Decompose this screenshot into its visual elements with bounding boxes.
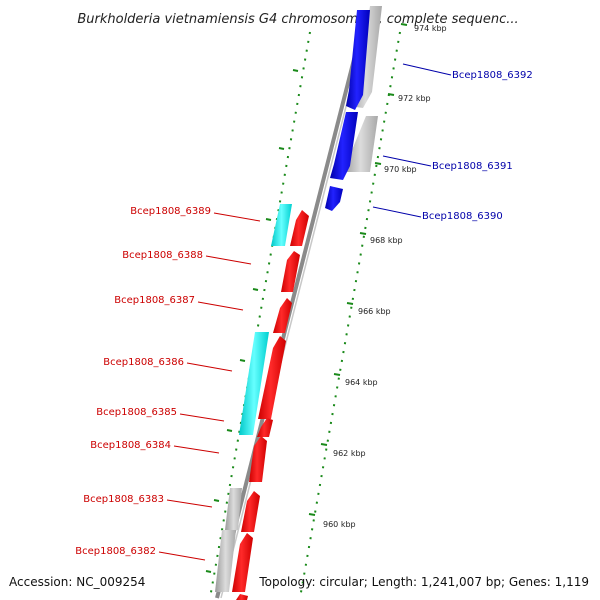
- gene-label-6385[interactable]: Bcep1808_6385: [96, 407, 177, 418]
- gene-arrow-6382[interactable]: [232, 533, 253, 592]
- tick-label: 974 kbp: [414, 24, 447, 33]
- gene-label-6387[interactable]: Bcep1808_6387: [114, 295, 195, 306]
- feature-cyan-2[interactable]: [239, 332, 269, 435]
- gene-label-6389[interactable]: Bcep1808_6389: [130, 206, 211, 217]
- gene-label-6388[interactable]: Bcep1808_6388: [122, 250, 203, 261]
- gene-label-6383[interactable]: Bcep1808_6383: [83, 494, 164, 505]
- gene-arrow-6390[interactable]: [325, 186, 343, 211]
- gene-arrow-6392[interactable]: [346, 10, 370, 110]
- feature-grey-bottom[interactable]: [215, 530, 236, 592]
- outer-tick-ring: [299, 31, 401, 599]
- gene-arrow-6389[interactable]: [290, 210, 309, 246]
- gene-arrow-partial[interactable]: [236, 594, 248, 600]
- tick-label: 960 kbp: [323, 520, 356, 529]
- map-title: Burkholderia vietnamiensis G4 chromosome…: [77, 12, 518, 27]
- gene-arrow-6385[interactable]: [257, 418, 273, 437]
- tick-label: 962 kbp: [333, 449, 366, 458]
- scale-ticks: 974 kbp 972 kbp 970 kbp 968 kbp 966 kbp …: [205, 23, 447, 573]
- gene-arrow-6387[interactable]: [273, 298, 292, 333]
- tick-label: 970 kbp: [384, 165, 417, 174]
- gene-arrow-6388[interactable]: [281, 251, 300, 292]
- gene-arrow-6383[interactable]: [241, 491, 260, 532]
- feature-track: [215, 6, 382, 600]
- gene-label-6384[interactable]: Bcep1808_6384: [90, 440, 171, 451]
- label-connectors: [158, 63, 452, 561]
- inner-tick-ring: [209, 31, 311, 599]
- feature-cyan-1[interactable]: [271, 204, 292, 246]
- gene-arrow-6391[interactable]: [330, 112, 358, 180]
- gene-label-6382[interactable]: Bcep1808_6382: [75, 546, 156, 557]
- gene-label-6390[interactable]: Bcep1808_6390: [422, 211, 503, 222]
- gene-arrow-6384[interactable]: [249, 436, 267, 482]
- tick-label: 964 kbp: [345, 378, 378, 387]
- gene-label-6391[interactable]: Bcep1808_6391: [432, 161, 513, 172]
- gene-arrow-6386[interactable]: [258, 336, 286, 419]
- feature-grey-mid[interactable]: [343, 116, 378, 172]
- tick-label: 968 kbp: [370, 236, 403, 245]
- gene-label-6392[interactable]: Bcep1808_6392: [452, 70, 533, 81]
- accession-text: Accession: NC_009254: [9, 575, 145, 589]
- feature-grey-lower[interactable]: [225, 488, 242, 530]
- tick-label: 966 kbp: [358, 307, 391, 316]
- tick-label: 972 kbp: [398, 94, 431, 103]
- genome-summary: Topology: circular; Length: 1,241,007 bp…: [258, 575, 589, 589]
- gene-label-6386[interactable]: Bcep1808_6386: [103, 357, 184, 368]
- backbone-highlight: [220, 27, 367, 599]
